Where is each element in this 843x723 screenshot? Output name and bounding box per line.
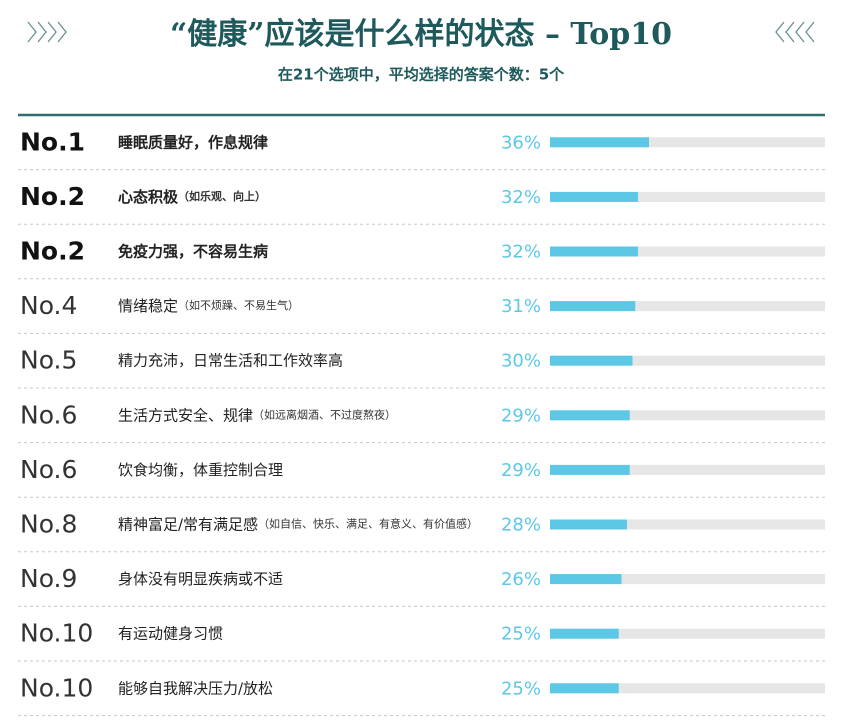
category-name: 有运动健身习惯	[118, 624, 223, 642]
bar-track	[550, 301, 825, 312]
chart-title: “健康”应该是什么样的状态 – Top10	[170, 17, 672, 52]
category-label: 心态积极（如乐观、向上）	[118, 187, 266, 205]
category-name: 精力充沛，日常生活和工作效率高	[118, 351, 343, 369]
value-label: 28%	[501, 515, 541, 536]
rank-label: No.5	[20, 346, 77, 375]
rank-label: No.1	[20, 127, 85, 156]
bar	[550, 246, 638, 257]
bar	[550, 410, 630, 421]
rank-label: No.2	[20, 237, 85, 266]
value-label: 36%	[501, 132, 541, 153]
category-label: 生活方式安全、规律（如远离烟酒、不过度熬夜）	[118, 406, 396, 424]
bar-track	[550, 683, 825, 694]
category-name: 饮食均衡，体重控制合理	[118, 460, 283, 478]
decoration-left	[27, 21, 67, 43]
category-label: 有运动健身习惯	[118, 624, 223, 642]
bar	[550, 301, 636, 312]
category-label: 饮食均衡，体重控制合理	[118, 460, 283, 478]
category-label: 身体没有明显疾病或不适	[118, 570, 283, 588]
category-label: 精神富足/常有满足感（如自信、快乐、满足、有意义、有价值感）	[118, 515, 478, 533]
category-name: 身体没有明显疾病或不适	[118, 570, 283, 588]
value-label: 29%	[501, 460, 541, 481]
category-label: 精力充沛，日常生活和工作效率高	[118, 351, 343, 369]
value-label: 26%	[501, 569, 541, 590]
bar-track	[550, 464, 825, 475]
rank-label: No.9	[20, 564, 77, 593]
chart-subtitle: 在21个选项中，平均选择的答案个数：5个	[278, 66, 565, 84]
bar	[550, 628, 619, 639]
bar	[550, 464, 630, 475]
category-name: 精神富足/常有满足感	[118, 515, 258, 533]
rank-label: No.6	[20, 455, 77, 484]
category-note: （如不烦躁、不易生气）	[178, 298, 299, 312]
bar	[550, 355, 633, 366]
category-name: 心态积极	[118, 187, 179, 205]
rank-label: No.10	[20, 619, 93, 648]
category-note: （如乐观、向上）	[178, 189, 266, 203]
category-name: 能够自我解决压力/放松	[118, 679, 273, 697]
bar-track	[550, 355, 825, 366]
category-label: 睡眠质量好，作息规律	[118, 133, 268, 151]
value-label: 32%	[501, 242, 541, 263]
bar-track	[550, 410, 825, 421]
value-label: 29%	[501, 405, 541, 426]
bar	[550, 137, 649, 148]
rank-label: No.2	[20, 182, 85, 211]
category-label: 能够自我解决压力/放松	[118, 679, 273, 697]
rank-label: No.4	[20, 291, 77, 320]
bar	[550, 519, 627, 530]
value-label: 32%	[501, 187, 541, 208]
bar-track	[550, 519, 825, 530]
value-label: 31%	[501, 296, 541, 317]
bar-track	[550, 137, 825, 148]
bar	[550, 191, 638, 202]
category-note: （如自信、快乐、满足、有意义、有价值感）	[258, 517, 478, 531]
bar-track	[550, 246, 825, 257]
category-label: 免疫力强，不容易生病	[118, 242, 268, 260]
bar	[550, 574, 622, 585]
value-label: 30%	[501, 351, 541, 372]
rank-label: No.6	[20, 400, 77, 429]
category-note: （如远离烟酒、不过度熬夜）	[253, 407, 396, 421]
bar-track	[550, 574, 825, 585]
value-label: 25%	[501, 624, 541, 645]
bar-track	[550, 191, 825, 202]
category-name: 睡眠质量好，作息规律	[118, 133, 268, 151]
value-label: 25%	[501, 678, 541, 699]
category-label: 情绪稳定（如不烦躁、不易生气）	[118, 297, 299, 315]
rank-label: No.10	[20, 673, 93, 702]
category-name: 生活方式安全、规律	[118, 406, 253, 424]
bar	[550, 683, 619, 694]
decoration-right	[775, 21, 815, 43]
rank-label: No.8	[20, 510, 77, 539]
bar-track	[550, 628, 825, 639]
category-name: 免疫力强，不容易生病	[118, 242, 268, 260]
category-name: 情绪稳定	[118, 297, 178, 315]
